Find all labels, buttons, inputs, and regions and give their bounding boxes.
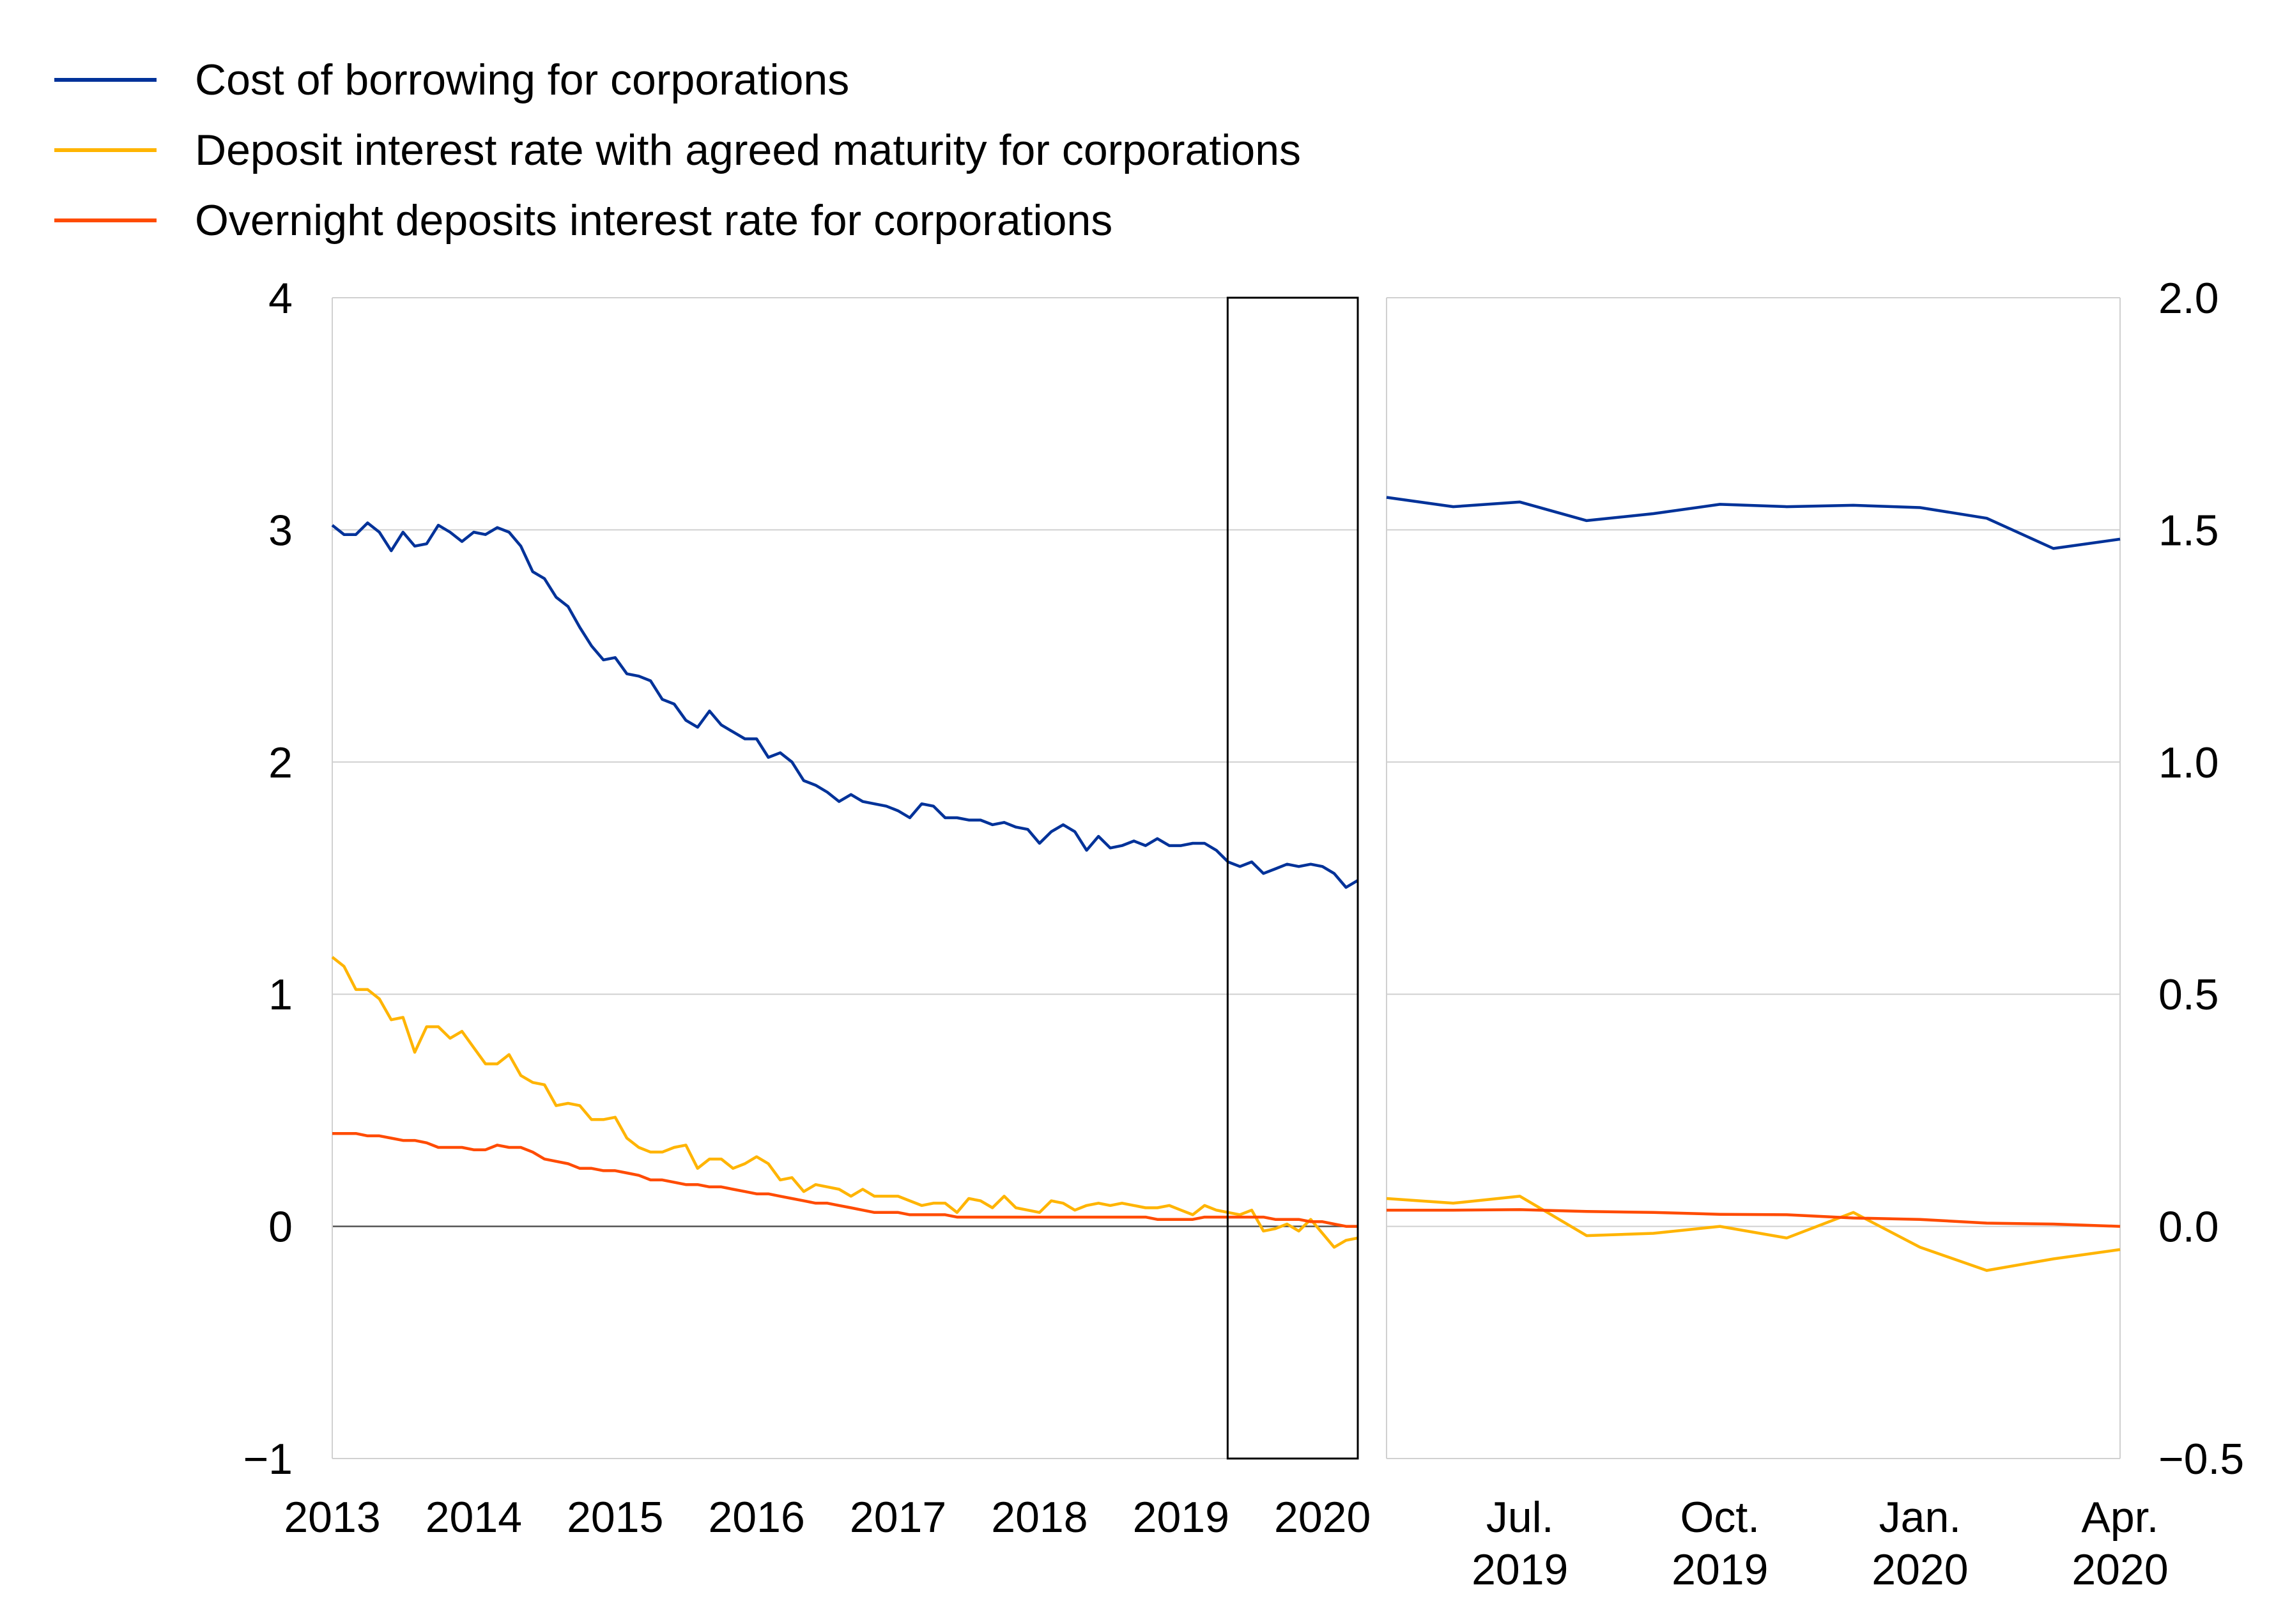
legend-label-deposit-agreed-maturity: Deposit interest rate with agreed maturi… — [195, 126, 1302, 174]
right-y-tick-label: 0.5 — [2158, 970, 2219, 1019]
left-x-tick-label: 2020 — [1274, 1493, 1371, 1542]
right-x-tick-label: Jan. 2020 — [1872, 1493, 1968, 1594]
right-series-line-deposit-interest-rate-with-agreed-maturity-for-corporations — [1386, 1195, 2121, 1272]
left-x-tick-label: 2013 — [284, 1493, 380, 1542]
right-series-line-overnight-deposits-interest-rate-for-corporations — [1387, 1208, 2121, 1228]
legend-label-overnight-deposits: Overnight deposits interest rate for cor… — [195, 196, 1113, 245]
right-y-tick-label: 1.5 — [2158, 506, 2219, 555]
right-y-tick-label: 1.0 — [2158, 739, 2219, 787]
left-y-tick-label: 3 — [268, 506, 293, 555]
zoom-highlight-box — [1226, 296, 1359, 1460]
left-x-tick-label: 2016 — [708, 1493, 804, 1542]
legend-swatch-cost-of-borrowing — [54, 78, 157, 82]
legend-label-cost-of-borrowing: Cost of borrowing for corporations — [195, 56, 850, 104]
legend-item-cost-of-borrowing: Cost of borrowing for corporations — [54, 45, 1301, 115]
right-x-tick-label: Jul. 2019 — [1472, 1493, 1568, 1594]
legend-swatch-deposit-agreed-maturity — [54, 148, 157, 152]
left-series-line-cost-of-borrowing-for-corporations — [331, 521, 1359, 889]
left-series-line-deposit-interest-rate-with-agreed-maturity-for-corporations — [331, 956, 1358, 1249]
left-y-tick-label: 2 — [268, 739, 293, 787]
left-y-tick-label: 0 — [268, 1203, 293, 1252]
left-panel: −1 0 1 2 3 4 2013 2014 2015 2016 2017 2018 2019 2020 — [243, 274, 1371, 1542]
right-series-line-cost-of-borrowing-for-corporations — [1386, 496, 2121, 550]
left-x-tick-label: 2014 — [426, 1493, 522, 1542]
left-y-tick-label: 4 — [268, 274, 293, 323]
legend-swatch-overnight-deposits — [54, 218, 157, 222]
right-x-tick-label: Apr. 2020 — [2072, 1493, 2168, 1594]
right-y-tick-label: −0.5 — [2158, 1435, 2244, 1483]
left-y-tick-label: 1 — [268, 970, 293, 1019]
chart-legend: Cost of borrowing for corporations Depos… — [54, 45, 1301, 256]
left-y-tick-label: −1 — [243, 1435, 293, 1483]
legend-item-overnight-deposits: Overnight deposits interest rate for cor… — [54, 185, 1301, 256]
legend-item-deposit-agreed-maturity: Deposit interest rate with agreed maturi… — [54, 115, 1301, 185]
left-x-tick-label: 2015 — [567, 1493, 663, 1542]
right-x-tick-label: Oct. 2019 — [1672, 1493, 1768, 1594]
left-x-tick-label: 2017 — [850, 1493, 946, 1542]
left-x-tick-label: 2019 — [1133, 1493, 1229, 1542]
right-y-tick-label: 0.0 — [2158, 1203, 2219, 1252]
right-panel: −0.5 0.0 0.5 1.0 1.5 2.0 Jul. 2019 Oct. 2019 Jan. 2… — [1386, 274, 2244, 1594]
left-series-line-overnight-deposits-interest-rate-for-corporations — [332, 1131, 1358, 1228]
left-x-tick-label: 2018 — [991, 1493, 1088, 1542]
right-y-tick-label: 2.0 — [2158, 274, 2219, 323]
